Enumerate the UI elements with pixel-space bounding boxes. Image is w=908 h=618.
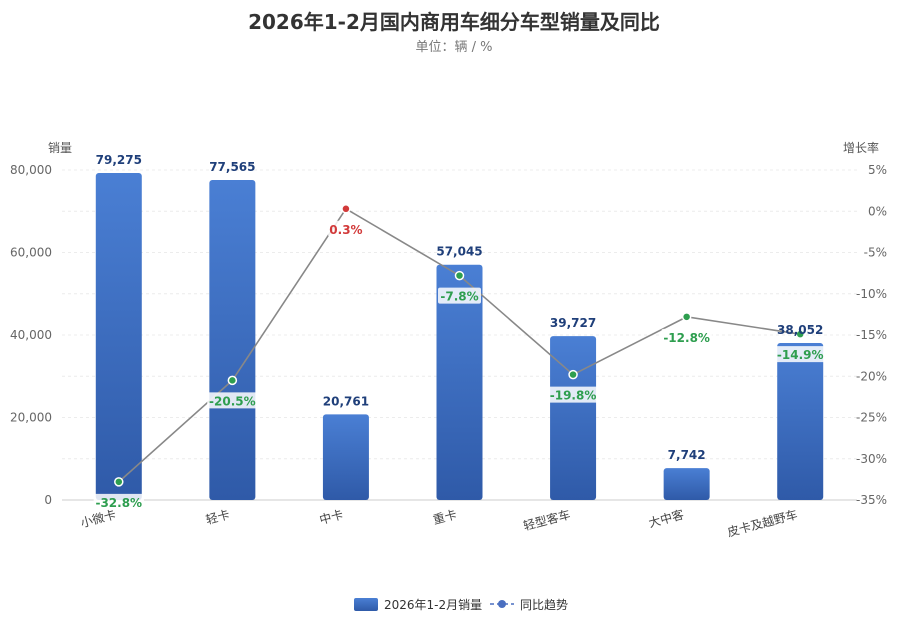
bar xyxy=(436,264,483,500)
y-right-axis-title: 增长率 xyxy=(843,140,879,155)
trend-point xyxy=(681,312,692,322)
y-right-tick-label: -25% xyxy=(856,411,887,425)
legend-bar-label: 2026年1-2月销量 xyxy=(384,598,482,612)
trend-label-bg xyxy=(438,287,481,304)
bar-value-label: 79,275 xyxy=(96,153,142,167)
y-right-tick-label: -10% xyxy=(856,287,887,301)
chart-subtitle: 单位：辆 / % xyxy=(415,40,493,55)
y-right-tick-label: -20% xyxy=(856,369,887,383)
bar xyxy=(663,468,710,500)
bar xyxy=(95,172,142,500)
y-left-tick-label: 60,000 xyxy=(10,246,52,260)
trend-point xyxy=(795,329,805,339)
x-tick-label: 轻型客车 xyxy=(522,506,572,533)
trend-point xyxy=(454,270,465,281)
bar-value-label: 7,742 xyxy=(668,448,706,462)
trend-value-label: -12.8% xyxy=(663,331,710,345)
data-labels: 79,275 77,565 20,761 57,045 39,727 7,742 38,05… xyxy=(93,153,826,510)
bar xyxy=(550,336,597,500)
x-tick-label: 重卡 xyxy=(431,507,458,527)
x-tick-label: 皮卡及越野车 xyxy=(726,506,799,539)
legend-bar-swatch xyxy=(354,598,378,611)
chart-title: 2026年1-2月国内商用车细分车型销量及同比 xyxy=(248,10,660,34)
y-left-tick-label: 80,000 xyxy=(10,163,52,177)
trend-value-label: -7.8% xyxy=(440,290,478,304)
bar-value-label: 57,045 xyxy=(436,245,482,259)
line-series xyxy=(114,204,805,487)
bar xyxy=(322,414,369,500)
trend-label-bg xyxy=(328,220,364,237)
trend-point xyxy=(227,375,238,386)
trend-value-label: 0.3% xyxy=(329,223,362,237)
trend-label-bg xyxy=(775,346,826,363)
bar-value-label: 20,761 xyxy=(323,394,369,408)
y-right-tick-label: -30% xyxy=(856,452,887,466)
trend-point xyxy=(341,204,351,214)
x-tick-label: 小微卡 xyxy=(79,507,117,530)
bar-value-label: 77,565 xyxy=(209,160,255,174)
bar-value-label: 39,727 xyxy=(550,316,596,330)
trend-value-label: -14.9% xyxy=(777,348,824,362)
y-left-tick-label: 20,000 xyxy=(10,411,52,425)
trend-point xyxy=(114,477,124,487)
trend-value-label: -20.5% xyxy=(209,394,256,408)
bar xyxy=(777,343,824,500)
trend-label-bg xyxy=(661,328,712,345)
bar-value-label: 38,052 xyxy=(777,323,823,337)
y-left-tick-label: 0 xyxy=(44,493,52,507)
bar-series xyxy=(95,172,824,500)
x-tick-label: 轻卡 xyxy=(204,507,231,527)
y-right-tick-label: -5% xyxy=(864,246,887,260)
y-left-axis-title: 销量 xyxy=(48,141,72,155)
y-right-tick-label: 0% xyxy=(868,204,887,218)
y-left-tick-label: 40,000 xyxy=(10,328,52,342)
y-right-tick-label: 5% xyxy=(868,163,887,177)
trend-value-label: -19.8% xyxy=(550,389,597,403)
x-tick-label: 大中客 xyxy=(647,506,686,530)
legend-line-marker xyxy=(498,600,506,608)
trend-label-bg xyxy=(547,386,599,403)
trend-value-label: -32.8% xyxy=(95,496,142,510)
x-tick-label: 中卡 xyxy=(318,506,345,527)
legend-line-label: 同比趋势 xyxy=(520,598,568,612)
trend-point xyxy=(568,369,578,380)
bar xyxy=(209,180,256,500)
y-right-tick-label: -35% xyxy=(856,493,887,507)
trend-label-bg xyxy=(207,392,258,409)
y-right-tick-label: -15% xyxy=(856,328,887,342)
legend: 2026年1-2月销量 同比趋势 xyxy=(354,598,568,612)
trend-label-bg xyxy=(93,493,144,510)
